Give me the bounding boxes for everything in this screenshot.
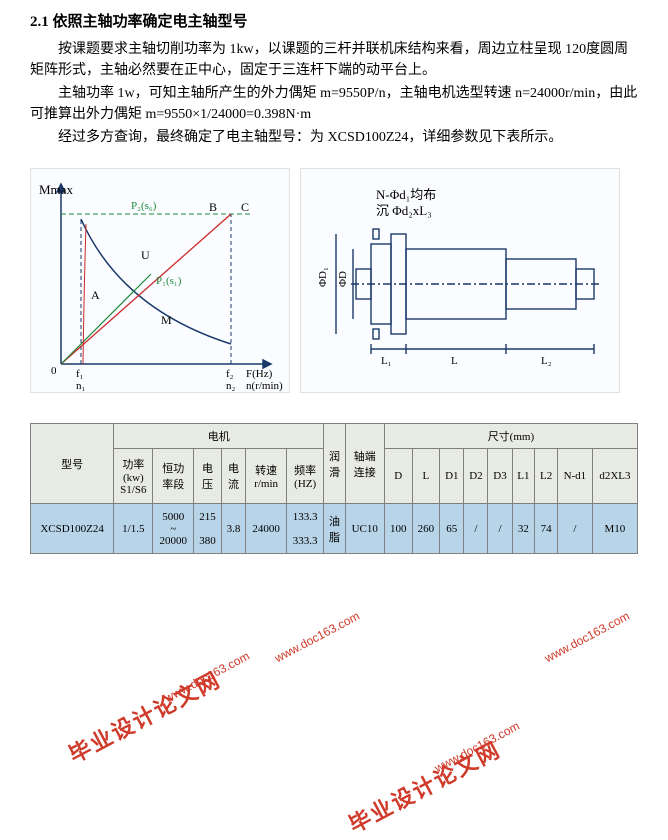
td-conn: UC10 <box>345 504 384 554</box>
dim-D: ΦD <box>337 271 349 287</box>
th-motor: 电机 <box>114 424 324 449</box>
td-volt: 215 380 <box>194 504 222 554</box>
paragraph-3: 经过多方查询，最终确定了电主轴型号：为 XCSD100Z24，详细参数见下表所示… <box>30 127 638 148</box>
th-speed: 转速 r/min <box>246 449 287 504</box>
td-amp: 3.8 <box>221 504 245 554</box>
th-L: L <box>412 449 440 504</box>
watermark-1: www.doc163.com <box>272 609 362 666</box>
th-model: 型号 <box>31 424 114 504</box>
pt-n2: n₂ <box>226 380 236 392</box>
th-D2: D2 <box>464 449 488 504</box>
paragraph-1: 按课题要求主轴切削功率为 1kw，以课题的三杆并联机床结构来看，周边立柱呈现 1… <box>30 39 638 81</box>
watermark-2: www.doc163.com <box>162 649 252 706</box>
td-D1: 65 <box>440 504 464 554</box>
table-row: XCSD100Z24 1/1.5 5000 ~ 20000 215 380 3.… <box>31 504 638 554</box>
th-lube: 润 滑 <box>324 424 345 504</box>
section-heading: 2.1 依照主轴功率确定电主轴型号 <box>30 10 638 31</box>
pt-U: U <box>141 248 150 262</box>
td-D3: / <box>488 504 512 554</box>
pt-M: M <box>161 313 172 327</box>
th-Nd1: N-d1 <box>557 449 592 504</box>
paragraph-2: 主轴功率 1w，可知主轴所产生的外力偶矩 m=9550P/n，主轴电机选型转速 … <box>30 83 638 125</box>
watermark-big-2: 毕业设计论文网 <box>342 732 505 839</box>
pt-O: 0 <box>51 365 57 377</box>
pt-f2: f₂ <box>226 368 234 380</box>
th-volt: 电 压 <box>194 449 222 504</box>
pt-C: C <box>241 200 249 214</box>
th-d2XL3: d2XL3 <box>592 449 637 504</box>
th-D1: D1 <box>440 449 464 504</box>
td-D: 100 <box>384 504 412 554</box>
td-lube: 油 脂 <box>324 504 345 554</box>
dim-L1: L₁ <box>381 355 392 367</box>
td-power: 1/1.5 <box>114 504 153 554</box>
pt-n1: n₁ <box>76 380 86 392</box>
td-d2XL3: M10 <box>592 504 637 554</box>
axis-y-label: Mmax <box>39 182 73 197</box>
figure-drawing: N-Φd₁均布 沉 Φd₂xL₃ L₁ L L₂ ΦD₁ ΦD <box>300 168 620 393</box>
td-L: 260 <box>412 504 440 554</box>
pt-A: A <box>91 288 100 302</box>
watermark-3: www.doc163.com <box>542 609 632 666</box>
figure-graph: Mmax A B C M U P₁(s₁) P₂(s₆) 0 f₁ n₁ f₂ … <box>30 168 290 393</box>
note2: 沉 Φd₂xL₃ <box>376 203 432 218</box>
td-model: XCSD100Z24 <box>31 504 114 554</box>
th-D3: D3 <box>488 449 512 504</box>
axis-x-label2: n(r/min) <box>246 380 283 392</box>
th-freq: 频率 (HZ) <box>286 449 323 504</box>
watermark-4: www.doc163.com <box>432 719 522 776</box>
pt-B: B <box>209 200 217 214</box>
dim-L: L <box>451 355 458 367</box>
dim-D1: ΦD₁ <box>317 267 329 287</box>
th-power: 功率 (kw) S1/S6 <box>114 449 153 504</box>
note1: N-Φd₁均布 <box>376 187 436 202</box>
figures-row: Mmax A B C M U P₁(s₁) P₂(s₆) 0 f₁ n₁ f₂ … <box>30 168 638 393</box>
th-L1: L1 <box>512 449 535 504</box>
pt-P2: P₂(s₆) <box>131 200 157 212</box>
th-dims: 尺寸(mm) <box>384 424 637 449</box>
th-amp: 电 流 <box>221 449 245 504</box>
td-freq: 133.3 333.3 <box>286 504 323 554</box>
td-Nd1: / <box>557 504 592 554</box>
watermark-big-1: 毕业设计论文网 <box>62 662 225 769</box>
spec-table: 型号 电机 润 滑 轴端 连接 尺寸(mm) 功率 (kw) S1/S6 恒功 … <box>30 423 638 554</box>
td-L1: 32 <box>512 504 535 554</box>
pt-f1: f₁ <box>76 368 84 380</box>
th-seg: 恒功 率段 <box>153 449 194 504</box>
td-D2: / <box>464 504 488 554</box>
th-L2: L2 <box>535 449 558 504</box>
td-speed: 24000 <box>246 504 287 554</box>
th-conn: 轴端 连接 <box>345 424 384 504</box>
pt-P1: P₁(s₁) <box>156 275 182 287</box>
axis-x-label1: F(Hz) <box>246 368 273 380</box>
td-seg: 5000 ~ 20000 <box>153 504 194 554</box>
th-D: D <box>384 449 412 504</box>
dim-L2: L₂ <box>541 355 552 367</box>
td-L2: 74 <box>535 504 558 554</box>
